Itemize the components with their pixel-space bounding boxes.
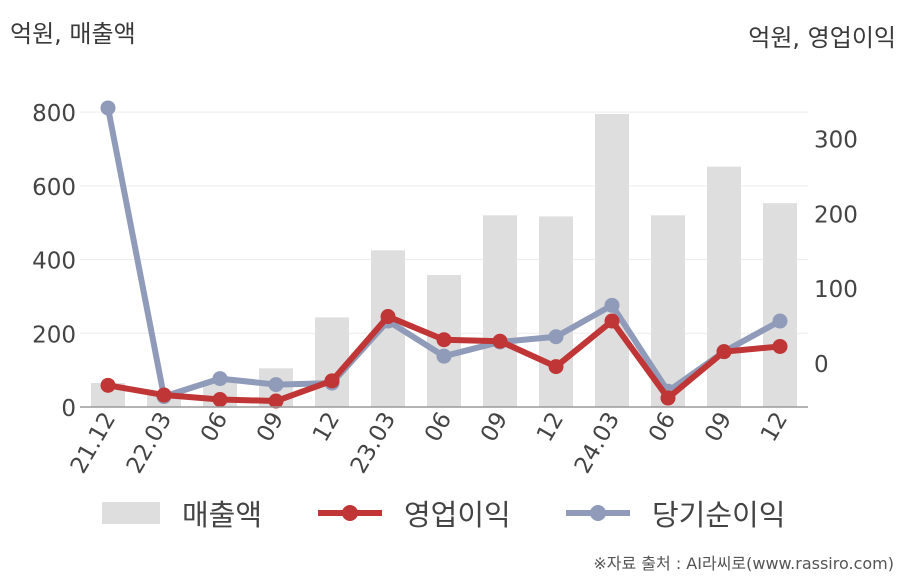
- legend-swatch-bar: [102, 502, 160, 524]
- x-tick-label: 24.03: [570, 408, 625, 478]
- net-income-point: [268, 377, 284, 393]
- profit-lines: [100, 100, 788, 409]
- revenue-bar: [707, 166, 741, 407]
- legend-item-revenue: 매출액: [102, 488, 262, 538]
- left-tick-label: 400: [32, 249, 76, 275]
- left-axis-unit: 억원, 매출액: [10, 20, 136, 48]
- operating-profit-point: [548, 359, 564, 375]
- right-axis-unit: 억원, 영업이익: [748, 24, 896, 52]
- legend-item-net-income: 당기순이익: [566, 488, 785, 538]
- x-tick-label: 09: [476, 408, 513, 446]
- net-income-point: [436, 348, 452, 364]
- operating-profit-point: [716, 344, 732, 360]
- net-income-point: [100, 100, 116, 116]
- x-tick-label: 12: [532, 408, 569, 446]
- legend-item-operating-profit: 영업이익: [318, 488, 511, 538]
- operating-profit-point: [660, 390, 676, 406]
- operating-profit-point: [604, 313, 620, 329]
- net-income-point: [604, 297, 620, 313]
- x-tick-label: 23.03: [346, 408, 401, 478]
- x-tick-label: 22.03: [122, 408, 177, 478]
- right-tick-label: 100: [814, 277, 858, 303]
- legend-label-net-income: 당기순이익: [652, 498, 786, 532]
- source-credit: ※자료 출처 : AI라씨로(www.rassiro.com): [593, 554, 894, 573]
- x-tick-label: 06: [644, 408, 681, 446]
- operating-profit-point: [436, 332, 452, 348]
- left-tick-label: 200: [32, 322, 76, 348]
- operating-profit-point: [212, 392, 228, 408]
- right-tick-label: 200: [814, 202, 858, 228]
- legend-swatch-operating-profit: [318, 502, 382, 524]
- operating-profit-point: [492, 333, 508, 349]
- net-income-point: [548, 329, 564, 345]
- operating-profit-point: [324, 373, 340, 389]
- revenue-bar: [763, 203, 797, 407]
- operating-profit-point: [268, 393, 284, 409]
- operating-profit-point: [156, 387, 172, 403]
- revenue-bar: [539, 216, 573, 407]
- operating-profit-point: [380, 309, 396, 325]
- revenue-bar: [483, 215, 517, 407]
- net-income-point: [772, 313, 788, 329]
- legend: 매출액 영업이익 당기순이익: [0, 488, 908, 538]
- legend-swatch-net-income: [566, 502, 630, 524]
- left-tick-label: 600: [32, 175, 76, 201]
- operating-profit-point: [100, 377, 116, 393]
- legend-label-revenue: 매출액: [182, 498, 263, 532]
- x-tick-label: 06: [196, 408, 233, 446]
- x-tick-label: 09: [700, 408, 737, 446]
- operating-profit-point: [772, 338, 788, 354]
- right-tick-label: 0: [814, 352, 829, 378]
- net-income-point: [212, 371, 228, 387]
- right-tick-label: 300: [814, 128, 858, 154]
- left-tick-label: 0: [61, 396, 76, 422]
- legend-label-operating-profit: 영업이익: [404, 498, 511, 532]
- x-tick-label: 12: [756, 408, 793, 446]
- x-tick-label: 12: [308, 408, 345, 446]
- x-tick-label: 09: [252, 408, 289, 446]
- x-tick-label: 06: [420, 408, 457, 446]
- revenue-bar: [315, 317, 349, 407]
- left-tick-label: 800: [32, 101, 76, 127]
- revenue-bar: [595, 113, 629, 408]
